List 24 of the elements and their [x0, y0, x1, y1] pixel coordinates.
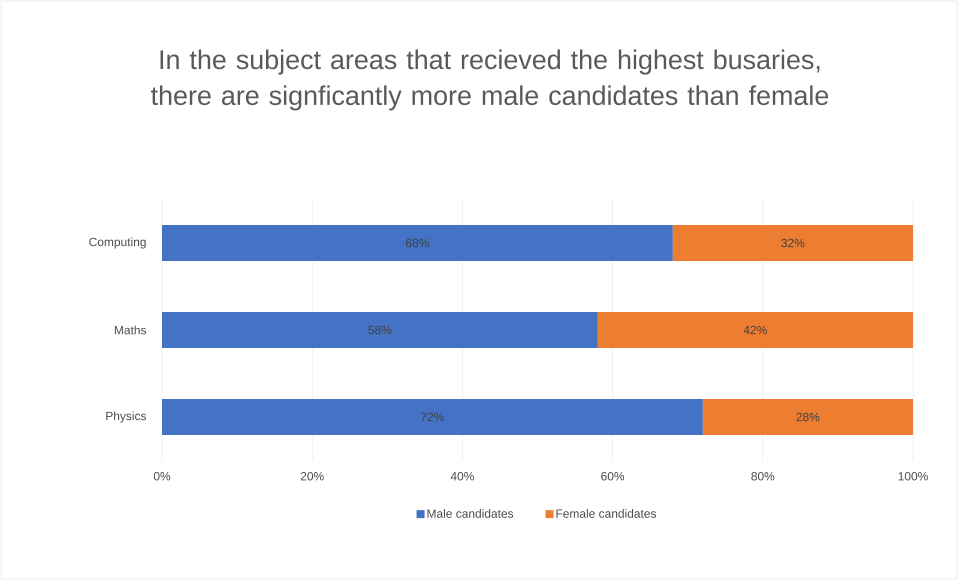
data-label: 42% [744, 326, 767, 334]
x-tick-label: 0% [154, 472, 170, 480]
data-label: 28% [796, 412, 820, 422]
data-label: 32% [781, 238, 804, 248]
bar [672, 224, 914, 261]
y-tick-label: Physics [106, 411, 146, 423]
y-tick-label: Computing [89, 237, 146, 249]
bar [702, 398, 914, 435]
x-tick-label: 100% [898, 472, 928, 480]
y-tick-label: Maths [114, 326, 146, 334]
data-label: 68% [406, 238, 429, 248]
data-label: 72% [421, 412, 444, 422]
x-tick-label: 80% [751, 472, 774, 480]
bar [598, 312, 914, 348]
chart-title: In the subject areas that recieved the highest busaries, there are signficantly more male candidates than female [151, 50, 828, 110]
data-label: 58% [368, 326, 392, 334]
x-tick-label: 20% [300, 472, 324, 480]
bar [162, 224, 673, 261]
x-tick-label: 60% [601, 472, 624, 480]
bar [162, 398, 703, 435]
x-tick-label: 40% [450, 472, 474, 480]
legend-label: Female candidates [556, 509, 656, 518]
bar [162, 312, 598, 348]
legend-label: Male candidates [428, 509, 514, 518]
